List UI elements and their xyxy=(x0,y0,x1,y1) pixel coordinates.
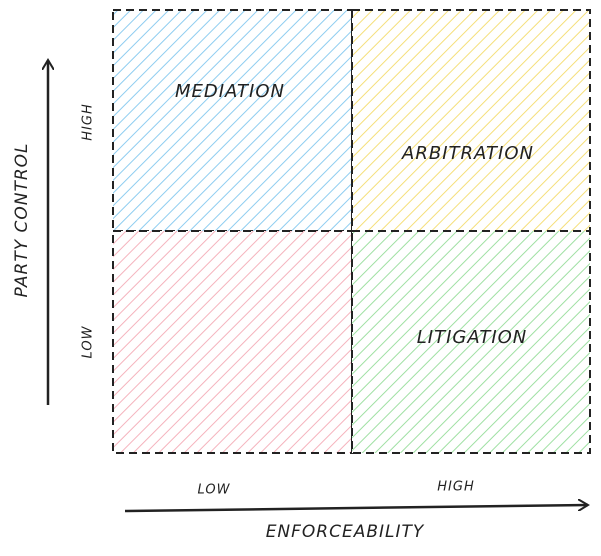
y-axis-label: PARTY CONTROL xyxy=(12,142,32,297)
x-axis-arrow xyxy=(124,505,588,513)
quadrant-arbitration xyxy=(351,9,591,232)
quadrant-label: MEDIATION xyxy=(175,81,285,102)
x-low-label: LOW xyxy=(198,483,231,498)
quadrant-label: LITIGATION xyxy=(417,327,528,348)
quadrant-empty xyxy=(112,230,353,454)
quadrant-mediation xyxy=(112,9,353,232)
y-high-label: HIGH xyxy=(81,103,96,140)
x-high-label: HIGH xyxy=(437,480,474,495)
quadrant-label: ARBITRATION xyxy=(401,143,534,164)
quadrant-litigation xyxy=(351,230,591,454)
x-axis-label: ENFORCEABILITY xyxy=(266,522,425,542)
y-low-label: LOW xyxy=(81,325,96,358)
